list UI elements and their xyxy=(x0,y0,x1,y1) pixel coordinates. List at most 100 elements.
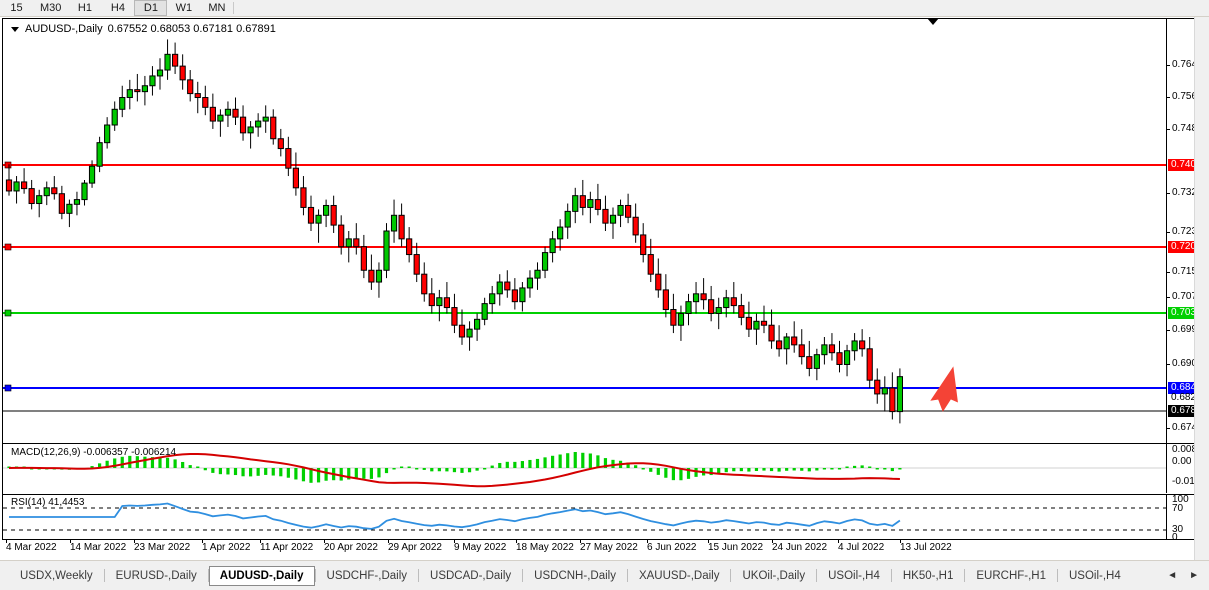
candle-body xyxy=(466,328,473,338)
macd-plot-area[interactable] xyxy=(3,444,1168,493)
date-tick-mark xyxy=(900,540,901,543)
candle-body xyxy=(126,89,133,99)
date-axis-label: 11 Apr 2022 xyxy=(260,542,314,553)
candle-body xyxy=(557,226,564,240)
candle-body xyxy=(315,214,322,224)
macd-histogram-bar xyxy=(558,454,562,468)
macd-histogram-bar xyxy=(165,457,170,468)
macd-histogram-bar xyxy=(709,468,713,476)
chart-tab[interactable]: USDX,Weekly xyxy=(20,569,93,582)
timeframe-m30[interactable]: M30 xyxy=(33,0,69,16)
chart-tab[interactable]: USDCAD-,Daily xyxy=(430,569,512,582)
candle-body xyxy=(285,148,292,169)
macd-histogram-bar xyxy=(837,468,842,470)
timeframe-m15[interactable]: 15 xyxy=(0,0,33,16)
chart-tab[interactable]: XAUUSD-,Daily xyxy=(638,569,720,582)
rsi-pane[interactable]: RSI(14) 41,4453 100 70 30 0 xyxy=(3,494,1206,539)
candle-body xyxy=(745,316,752,330)
macd-histogram-bar xyxy=(845,466,849,468)
chart-tab-bar: USDX,Weekly EURUSD-,Daily AUDUSD-,Daily USD… xyxy=(0,560,1209,590)
chart-tab[interactable]: USDCHF-,Daily xyxy=(326,569,408,582)
chart-tab[interactable]: EURCHF-,H1 xyxy=(976,569,1046,582)
macd-histogram-bar xyxy=(785,468,789,471)
chart-frame[interactable]: AUDUSD-,Daily 0.67552 0.68053 0.67181 0.… xyxy=(2,18,1207,540)
macd-histogram-bar xyxy=(694,468,698,477)
macd-histogram-bar xyxy=(520,461,524,468)
candle-body xyxy=(496,281,503,295)
candle-body xyxy=(119,97,126,110)
macd-histogram-bar xyxy=(686,468,691,479)
candle-body xyxy=(655,273,662,291)
candle-body xyxy=(398,214,405,240)
date-tick-mark xyxy=(202,540,203,543)
macd-histogram-bar xyxy=(860,465,864,468)
price-plot-area[interactable] xyxy=(3,19,1168,443)
timeframe-d1[interactable]: D1 xyxy=(134,0,168,16)
candle-body xyxy=(572,195,579,212)
macd-histogram-bar xyxy=(279,468,283,477)
candle-body xyxy=(692,293,700,303)
macd-histogram-bar xyxy=(309,468,313,483)
macd-histogram-bar xyxy=(543,457,547,468)
macd-histogram-bar xyxy=(566,453,570,468)
rsi-tick-70: 70 xyxy=(1172,503,1184,514)
date-tick-mark xyxy=(324,540,325,543)
vertical-scrollbar[interactable] xyxy=(1194,17,1209,560)
tab-scroll-controls: ◄ ► xyxy=(1167,570,1209,581)
macd-histogram-bar xyxy=(777,468,781,472)
collapse-triangle-icon[interactable] xyxy=(11,26,19,32)
candle-body xyxy=(255,120,262,128)
chart-tab[interactable]: EURUSD-,Daily xyxy=(115,569,197,582)
macd-histogram-bar xyxy=(113,458,117,468)
macd-histogram-bar xyxy=(596,455,600,468)
candle-body xyxy=(73,199,81,205)
timeframe-mn[interactable]: MN xyxy=(200,0,234,16)
price-tick-mark xyxy=(1167,428,1170,429)
tab-divider xyxy=(964,569,966,582)
candle-body xyxy=(760,320,768,326)
date-tick-mark xyxy=(647,540,648,543)
macd-histogram-bar xyxy=(898,468,902,470)
price-tick-mark xyxy=(1167,232,1170,233)
macd-histogram-bar xyxy=(143,456,147,468)
chart-tab[interactable]: USOil-,H4 xyxy=(828,569,880,582)
candle-body xyxy=(534,269,541,279)
date-axis-label: 14 Mar 2022 xyxy=(70,542,127,553)
chart-tab[interactable]: USOil-,H4 xyxy=(1069,569,1121,582)
candle-body xyxy=(662,289,669,311)
chart-tab-active[interactable]: AUDUSD-,Daily xyxy=(208,565,315,586)
macd-pane[interactable]: MACD(12,26,9) -0.006357 -0.006214 0.0081… xyxy=(3,443,1206,493)
price-level-badge[interactable]: 0.68260 xyxy=(1171,392,1206,403)
chart-tab[interactable]: HK50-,H1 xyxy=(902,569,954,582)
tab-scroll-prev-icon[interactable]: ◄ xyxy=(1167,570,1178,581)
candle-body xyxy=(345,238,352,248)
candle-body xyxy=(489,293,496,305)
macd-histogram-bar xyxy=(173,459,177,468)
macd-histogram-bar xyxy=(573,452,577,468)
macd-histogram-bar xyxy=(792,468,796,471)
candle-body xyxy=(81,182,88,201)
tab-scroll-next-icon[interactable]: ► xyxy=(1189,570,1199,581)
candle-body xyxy=(141,85,149,93)
candle-body xyxy=(889,387,896,413)
macd-histogram-bar xyxy=(445,468,449,472)
date-axis-label: 13 Jul 2022 xyxy=(900,542,952,553)
chart-tab[interactable]: UKOil-,Daily xyxy=(742,569,806,582)
candle-body xyxy=(383,230,390,271)
toolbar-empty-area xyxy=(234,0,1209,16)
timeframe-h4[interactable]: H4 xyxy=(101,0,135,16)
macd-histogram-bar xyxy=(150,457,155,468)
timeframe-h1[interactable]: H1 xyxy=(68,0,102,16)
candle-body xyxy=(209,106,216,122)
timeframe-w1[interactable]: W1 xyxy=(167,0,201,16)
rsi-plot-area[interactable] xyxy=(3,495,1168,539)
chart-tab[interactable]: USDCNH-,Daily xyxy=(534,569,616,582)
macd-histogram-bar xyxy=(233,468,238,476)
candle-body xyxy=(843,350,851,365)
rsi-tick-0: 0 xyxy=(1172,532,1178,540)
macd-histogram-bar xyxy=(158,457,162,468)
price-pane[interactable]: AUDUSD-,Daily 0.67552 0.68053 0.67181 0.… xyxy=(3,19,1206,443)
macd-histogram-bar xyxy=(588,453,592,468)
candle-body xyxy=(5,179,13,192)
date-axis-label: 4 Mar 2022 xyxy=(6,542,57,553)
